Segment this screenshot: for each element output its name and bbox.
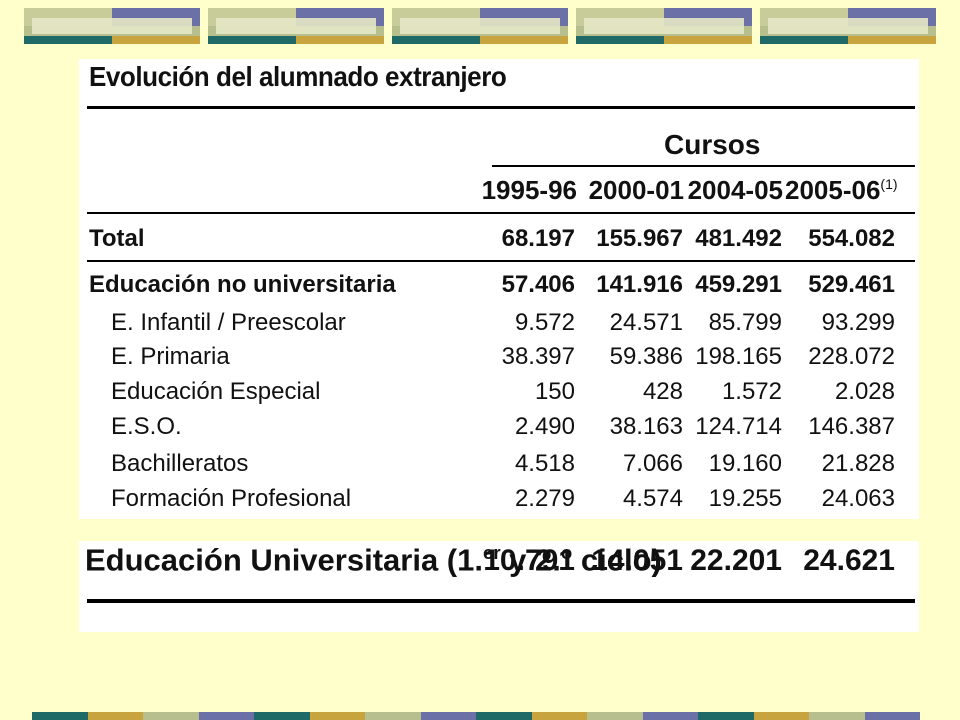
table-cell: 93.299: [821, 309, 895, 336]
table-cell: 155.967: [596, 225, 683, 252]
table-cell: 24.571: [609, 309, 683, 336]
row-label: E. Infantil / Preescolar: [111, 309, 346, 336]
table-cell: 428: [642, 378, 683, 405]
row-label-university: Educación Universitaria (1.er y 2.o cicl…: [85, 542, 662, 578]
section-gap: [79, 519, 919, 541]
row-label: E.S.O.: [111, 413, 182, 440]
table-cell: 68.197: [501, 225, 575, 252]
table-cell: 141.916: [596, 271, 683, 298]
table-cell: 57.406: [501, 271, 575, 298]
table-cell: 4.518: [514, 450, 575, 477]
table-cell: 85.799: [708, 309, 782, 336]
ordinal-superscript: er: [482, 542, 501, 563]
row-label: Formación Profesional: [111, 485, 352, 512]
row-label: Educación Especial: [111, 378, 321, 405]
top-decorative-banner: [0, 0, 960, 50]
banner-tile: [760, 8, 936, 44]
year-header: 1995-96: [481, 175, 577, 205]
title-rule: [87, 106, 915, 109]
table-cell: 24.621: [803, 544, 895, 577]
year-header-label: 2005-06: [785, 175, 881, 205]
year-header: 2000-01: [588, 175, 684, 205]
table-cell: 22.201: [690, 544, 782, 577]
table-cell: 59.386: [609, 343, 683, 370]
table-cell: 554.082: [808, 225, 895, 252]
year-header: 2004-05: [687, 175, 783, 205]
university-label-part: ciclo): [572, 542, 662, 578]
table-cell: 529.461: [808, 271, 895, 298]
table-cell: 19.160: [708, 450, 782, 477]
table-cell: 19.255: [708, 485, 782, 512]
header-bottom-rule: [87, 212, 915, 214]
header-divider: [492, 165, 915, 167]
row-label: E. Primaria: [111, 343, 230, 370]
table-cell: 228.072: [808, 343, 895, 370]
table-cell: 38.163: [609, 413, 683, 440]
table-cell: 2.028: [834, 378, 895, 405]
table-title: Evolución del alumnado extranjero: [89, 61, 507, 92]
table-cell: 24.063: [821, 485, 895, 512]
banner-tile: [576, 8, 752, 44]
banner-tile: [392, 8, 568, 44]
table-cell: 459.291: [695, 271, 782, 298]
row-label-total: Total: [89, 225, 145, 252]
table-cell: 9.572: [514, 309, 575, 336]
table-cell: 7.066: [622, 450, 683, 477]
table-cell: 124.714: [695, 413, 782, 440]
table-cell: 2.490: [514, 413, 575, 440]
university-label-part: y 2.: [500, 542, 561, 578]
table-cell: 14.051: [591, 544, 683, 577]
table-cell: 146.387: [808, 413, 895, 440]
table-bottom-rule: [87, 599, 915, 603]
university-label-part: Educación Universitaria (1.: [85, 542, 483, 578]
row-divider: [87, 260, 915, 262]
row-label: Bachilleratos: [111, 450, 249, 477]
table-cell: 21.828: [821, 450, 895, 477]
table-cell: 4.574: [622, 485, 683, 512]
table-cell: 481.492: [695, 225, 782, 252]
bottom-decorative-bar: [32, 712, 920, 720]
banner-tile: [208, 8, 384, 44]
table-cell: 2.279: [514, 485, 575, 512]
table-cell: 10.791: [483, 544, 575, 577]
column-group-header: Cursos: [664, 129, 761, 160]
table-cell: 38.397: [501, 343, 575, 370]
row-label-non-university: Educación no universitaria: [89, 271, 396, 298]
banner-tile: [24, 8, 200, 44]
table-cell: 198.165: [695, 343, 782, 370]
table-cell: 150: [534, 378, 575, 405]
foreign-students-table: Evolución del alumnado extranjero Cursos…: [79, 59, 919, 632]
year-header: 2005-06(1): [785, 177, 915, 203]
footnote-marker: (1): [880, 176, 898, 192]
ordinal-superscript: o: [560, 542, 573, 563]
table-cell: 1.572: [721, 378, 782, 405]
